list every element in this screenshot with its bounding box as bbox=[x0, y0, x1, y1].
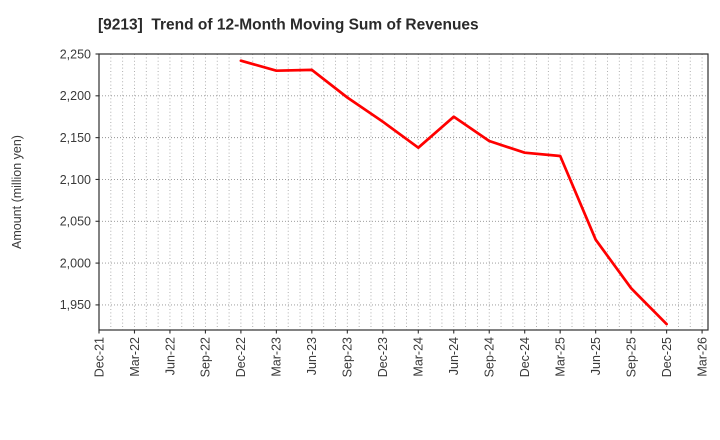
x-tick-label: Sep-22 bbox=[199, 337, 213, 377]
y-tick-label: 2,150 bbox=[60, 131, 91, 145]
x-tick-labels: Dec-21 Mar-22 Jun-22 Sep-22 Dec-22 Mar-23 Jun-… bbox=[92, 337, 709, 377]
x-tick-label: Jun-23 bbox=[305, 337, 319, 375]
y-tick-labels: 1,950 2,000 2,050 2,100 2,150 2,200 2,250 bbox=[60, 47, 91, 312]
x-tick-label: Mar-25 bbox=[553, 337, 567, 377]
plot-border bbox=[98, 53, 709, 331]
x-tick-label: Jun-22 bbox=[163, 337, 177, 375]
x-tick-label: Mar-24 bbox=[412, 337, 426, 377]
x-tick-label: Mar-23 bbox=[270, 337, 284, 377]
x-tick-label: Sep-24 bbox=[483, 337, 497, 377]
grid-vertical-lines bbox=[110, 54, 703, 330]
x-tick-label: Dec-25 bbox=[660, 337, 674, 377]
y-tick-label: 2,250 bbox=[60, 47, 91, 61]
x-tick-label: Dec-24 bbox=[518, 337, 532, 377]
chart-title: [9213] Trend of 12-Month Moving Sum of R… bbox=[98, 17, 479, 34]
y-axis-label: Amount (million yen) bbox=[10, 135, 24, 249]
x-tick-label: Dec-22 bbox=[234, 337, 248, 377]
y-tick-label: 2,200 bbox=[60, 89, 91, 103]
revenue-series-line bbox=[239, 59, 668, 326]
x-tick-label: Sep-23 bbox=[341, 337, 355, 377]
x-tick-label: Dec-21 bbox=[92, 337, 106, 377]
y-tick-label: 2,050 bbox=[60, 215, 91, 229]
x-tick-label: Mar-26 bbox=[695, 337, 709, 377]
y-tick-label: 2,100 bbox=[60, 173, 91, 187]
y-tick-label: 1,950 bbox=[60, 298, 91, 312]
x-tick-label: Jun-24 bbox=[447, 337, 461, 375]
x-tick-label: Sep-25 bbox=[624, 337, 638, 377]
x-tick-label: Dec-23 bbox=[376, 337, 390, 377]
x-tick-label: Jun-25 bbox=[589, 337, 603, 375]
y-tick-label: 2,000 bbox=[60, 256, 91, 270]
x-tick-label: Mar-22 bbox=[128, 337, 142, 377]
